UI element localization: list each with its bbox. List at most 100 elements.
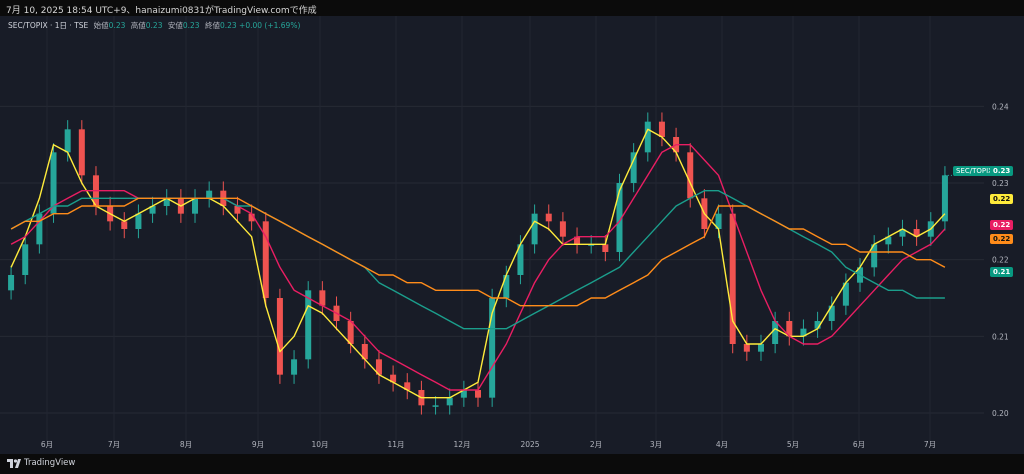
candle-body <box>786 321 793 337</box>
footer-bar <box>0 456 1024 474</box>
tradingview-logo-text: TradingView <box>24 458 76 468</box>
legend-open-value: 0.23 <box>108 21 126 30</box>
candle-body <box>828 305 835 321</box>
candle-body <box>163 198 170 206</box>
x-tick-label: 7月 <box>108 440 120 449</box>
candle-body <box>475 390 481 398</box>
caption: 7月 10, 2025 18:54 UTC+9、hanaizumi0831がTr… <box>6 6 317 16</box>
candle-body <box>262 221 269 298</box>
candle-body <box>276 298 283 375</box>
x-tick-label: 2025 <box>520 440 539 449</box>
legend-open-label: 始値 <box>93 21 109 30</box>
candle-body <box>772 321 779 344</box>
chart-area[interactable]: 0.24 0.23 0.22 0.21 0.20 6月 7月 8月 9月 10月 11月 12月 202… <box>0 16 1024 454</box>
x-tick-label: 3月 <box>650 440 662 449</box>
x-tick-label: 10月 <box>311 440 328 449</box>
candle-body <box>36 213 43 245</box>
tradingview-logo[interactable]: TradingView <box>7 458 75 468</box>
candle-body <box>715 213 722 229</box>
legend-close-label: 終値 <box>204 21 220 30</box>
candle-body <box>361 344 368 360</box>
candle-body <box>658 121 665 137</box>
candle-body <box>78 129 85 176</box>
x-tick-label: 11月 <box>387 440 404 449</box>
x-tick-label: 9月 <box>252 440 264 449</box>
candle-body <box>941 175 948 222</box>
candle-body <box>446 397 453 406</box>
legend-high-label: 高値 <box>130 21 146 30</box>
candle-body <box>8 275 15 291</box>
candle-body <box>305 290 312 360</box>
candle-body <box>687 152 694 199</box>
ma-teal-tag: 0.21 <box>990 267 1014 277</box>
candle-body <box>432 405 439 407</box>
candle-body <box>64 129 71 153</box>
symbol-tag: SEC/TOPIX <box>953 166 996 176</box>
ma-line-orange <box>10 197 946 307</box>
legend-high-value: 0.23 <box>145 21 163 30</box>
candle-body <box>871 244 878 268</box>
x-tick-label: 5月 <box>787 440 799 449</box>
candle-body <box>50 152 57 214</box>
candle-body <box>574 236 581 245</box>
candle-body <box>588 244 595 246</box>
ma-pink-tag: 0.22 <box>990 220 1014 230</box>
y-tick-label: 0.21 <box>992 332 1009 341</box>
candle-body <box>375 359 382 375</box>
candle-body <box>743 344 750 352</box>
candle-body <box>814 321 821 329</box>
legend-close-value: 0.23 <box>219 21 237 30</box>
candle-body <box>545 213 552 222</box>
candle-body <box>899 229 906 237</box>
ma-yellow-tag: 0.22 <box>990 194 1014 204</box>
tradingview-logo-icon <box>7 458 21 468</box>
chart-svg[interactable]: 0.24 0.23 0.22 0.21 0.20 6月 7月 8月 9月 10月 11月 12月 202… <box>0 16 1024 454</box>
candle-body <box>559 221 566 237</box>
last-price-tag: 0.23 <box>990 166 1014 176</box>
legend-low-value: 0.23 <box>182 21 200 30</box>
x-tick-label: 4月 <box>716 440 728 449</box>
symbol-tag-label: SEC/TOPIX <box>956 167 993 175</box>
x-tick-label: 7月 <box>924 440 936 449</box>
candle-body <box>206 190 213 199</box>
ma-orange-tag: 0.22 <box>990 234 1014 244</box>
candle-body <box>121 221 128 229</box>
candle-body <box>192 198 199 214</box>
candle-body <box>390 374 397 383</box>
legend-low-label: 安値 <box>167 21 183 30</box>
candle-body <box>135 213 142 229</box>
x-tick-label: 6月 <box>41 440 53 449</box>
candle-body <box>913 229 920 237</box>
candle-body <box>531 213 538 245</box>
x-tick-label: 2月 <box>590 440 602 449</box>
plot-background <box>0 16 1024 454</box>
y-tick-label: 0.23 <box>992 179 1009 188</box>
candle-body <box>460 390 467 398</box>
candle-body <box>347 321 354 344</box>
legend-symbol: SEC/TOPIX · 1日 · TSE <box>8 21 89 30</box>
x-tick-label: 6月 <box>853 440 865 449</box>
candle-body <box>503 275 510 298</box>
candle-body <box>757 344 764 352</box>
candle-body <box>319 290 326 306</box>
candle-body <box>234 206 241 214</box>
candle-body <box>602 244 609 252</box>
x-tick-label: 12月 <box>453 440 470 449</box>
candle-body <box>517 244 524 275</box>
candle-body <box>489 298 496 398</box>
candle-body <box>842 282 849 306</box>
candle-body <box>149 206 156 214</box>
candle-body <box>885 236 892 245</box>
candle-body <box>404 382 411 390</box>
candle-body <box>800 328 807 337</box>
candle-body <box>291 359 298 375</box>
y-tick-label: 0.20 <box>992 409 1009 418</box>
candle-body <box>729 213 736 344</box>
candle-body <box>248 213 255 222</box>
candle-body <box>630 152 637 183</box>
candle-body <box>22 244 29 275</box>
candle-body <box>644 121 651 153</box>
candle-body <box>616 183 623 252</box>
y-tick-label: 0.22 <box>992 256 1009 265</box>
